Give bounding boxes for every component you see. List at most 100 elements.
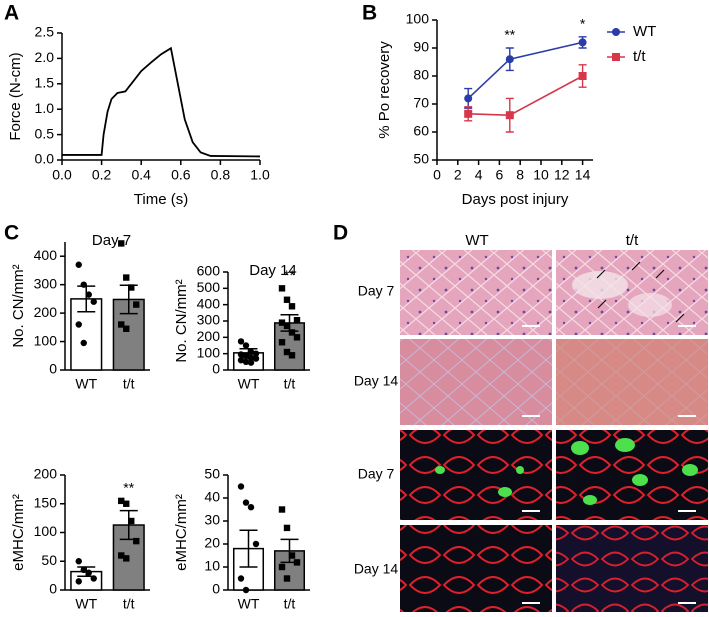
marker [293, 316, 301, 324]
y-axis-title: eMHC/mm² [173, 494, 190, 571]
image-detail [498, 487, 512, 497]
x-tick-label: 0.0 [52, 167, 72, 183]
x-tick-label: WT [75, 376, 97, 392]
x-tick-label: 0 [433, 167, 441, 183]
y-tick-label: 150 [34, 494, 58, 510]
image-detail [516, 466, 524, 474]
marker [128, 284, 135, 291]
y-tick-label: 30 [204, 512, 220, 528]
y-tick-label: 100 [34, 332, 58, 348]
marker [123, 274, 130, 281]
marker [505, 111, 514, 120]
marker [118, 552, 125, 559]
y-tick-label: 0.0 [35, 151, 55, 167]
line [62, 46, 261, 158]
panel-letter: D [333, 222, 348, 245]
marker [90, 298, 97, 305]
x-tick-label: 4 [475, 167, 483, 183]
x-tick-label: 0.6 [171, 167, 191, 183]
legend-label: t/t [633, 48, 646, 65]
marker [505, 55, 514, 64]
y-tick-label: 70 [413, 95, 429, 111]
marker [90, 575, 97, 582]
image [400, 430, 552, 520]
marker [278, 319, 286, 326]
marker [118, 240, 125, 247]
image-detail [615, 438, 635, 452]
y-tick-label: 100 [197, 344, 221, 360]
y-tick-label: 20 [204, 535, 220, 551]
marker [85, 291, 92, 298]
panel-letter: A [4, 2, 19, 25]
x-tick-label: 0.8 [211, 167, 231, 183]
marker [247, 504, 255, 511]
y-tick-label: 1.5 [35, 75, 55, 91]
row-label: Day 7 [358, 466, 395, 482]
marker [123, 325, 130, 332]
panel-letter: B [362, 2, 377, 25]
image [400, 525, 552, 612]
marker [278, 563, 286, 571]
marker [288, 552, 296, 559]
y-tick-label: 100 [406, 11, 430, 27]
image-detail [628, 293, 672, 317]
y-tick-label: 1.0 [35, 100, 55, 116]
y-tick-label: 50 [204, 466, 220, 482]
marker [75, 321, 82, 328]
marker [85, 569, 92, 576]
marker [75, 261, 82, 268]
y-tick-label: 60 [413, 123, 429, 139]
marker [283, 322, 291, 330]
error-bar [239, 529, 258, 568]
marker [118, 321, 125, 328]
marker [278, 506, 286, 513]
image-detail [682, 464, 698, 476]
y-tick-label: 600 [197, 263, 221, 279]
image [556, 525, 708, 612]
y-tick-label: 500 [197, 279, 221, 295]
x-tick-label: t/t [123, 376, 135, 392]
marker [242, 586, 250, 594]
chart-title: Day 7 [92, 232, 131, 249]
bar [273, 322, 306, 371]
image [400, 250, 552, 335]
marker [252, 350, 260, 357]
marker [242, 358, 250, 366]
arrow [631, 261, 641, 271]
y-tick-label: 0 [212, 581, 220, 597]
image-detail [571, 441, 589, 455]
row-label: Day 7 [358, 283, 395, 299]
marker [293, 334, 301, 341]
y-tick-label: 100 [34, 523, 58, 539]
marker [252, 355, 260, 362]
image [556, 339, 708, 425]
marker [118, 497, 125, 505]
marker [283, 524, 291, 532]
x-tick-label: 10 [533, 167, 549, 183]
y-tick-label: 0 [49, 361, 57, 377]
marker [133, 301, 140, 308]
marker [578, 38, 587, 47]
marker [237, 483, 245, 490]
y-tick-label: 0 [212, 361, 220, 377]
annotation: ** [504, 27, 515, 43]
marker [80, 339, 87, 347]
annotation: * [580, 16, 586, 32]
y-tick-label: 400 [197, 295, 221, 311]
legend-label: WT [633, 23, 656, 40]
marker [288, 352, 296, 359]
marker [464, 109, 473, 118]
y-tick-label: 200 [34, 466, 58, 482]
marker [123, 500, 130, 507]
panel-letter: C [4, 222, 19, 245]
marker [283, 296, 291, 303]
x-axis-title: Days post injury [462, 191, 569, 208]
x-tick-label: WT [238, 376, 260, 392]
marker [242, 352, 250, 360]
marker [288, 303, 296, 310]
marker [283, 575, 291, 582]
y-tick-label: 300 [197, 312, 221, 328]
marker [288, 329, 296, 336]
image [400, 339, 552, 425]
